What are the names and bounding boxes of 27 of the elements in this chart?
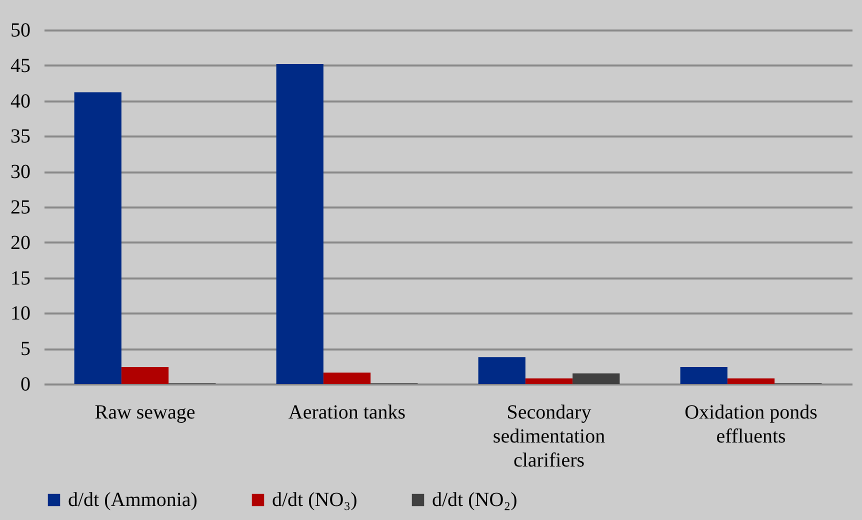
x-tick-label: Oxidation ponds effluents: [684, 402, 818, 448]
y-tick-label: 10: [10, 302, 30, 325]
bar: [727, 378, 775, 384]
bar: [276, 64, 324, 384]
y-tick-label: 35: [10, 126, 30, 148]
y-tick-label: 50: [10, 20, 30, 42]
bar: [323, 372, 371, 384]
y-tick-label: 40: [10, 90, 30, 112]
bar: [121, 367, 169, 384]
bar: [572, 373, 620, 384]
x-tick-label: Raw sewage: [94, 402, 196, 424]
y-tick-label: 15: [10, 267, 30, 290]
x-tick-label: Secondary sedimentation clarifiers: [492, 402, 606, 472]
bar: [680, 367, 728, 384]
y-tick-label: 45: [10, 54, 30, 77]
y-tick-label: 5: [20, 338, 30, 360]
bar: [478, 357, 526, 384]
legend-label: d/dt (NO₃): [272, 489, 358, 511]
legend-label: d/dt (Ammonia): [68, 489, 198, 511]
bar: [74, 92, 122, 384]
y-tick-label: 30: [10, 161, 30, 184]
y-tick-label: 20: [10, 232, 30, 254]
y-tick-label: 0: [20, 374, 30, 396]
bar: [525, 378, 573, 384]
x-tick-label: Aeration tanks: [288, 402, 406, 424]
legend-label: d/dt (NO₂): [432, 489, 518, 511]
y-tick-label: 25: [10, 196, 30, 218]
